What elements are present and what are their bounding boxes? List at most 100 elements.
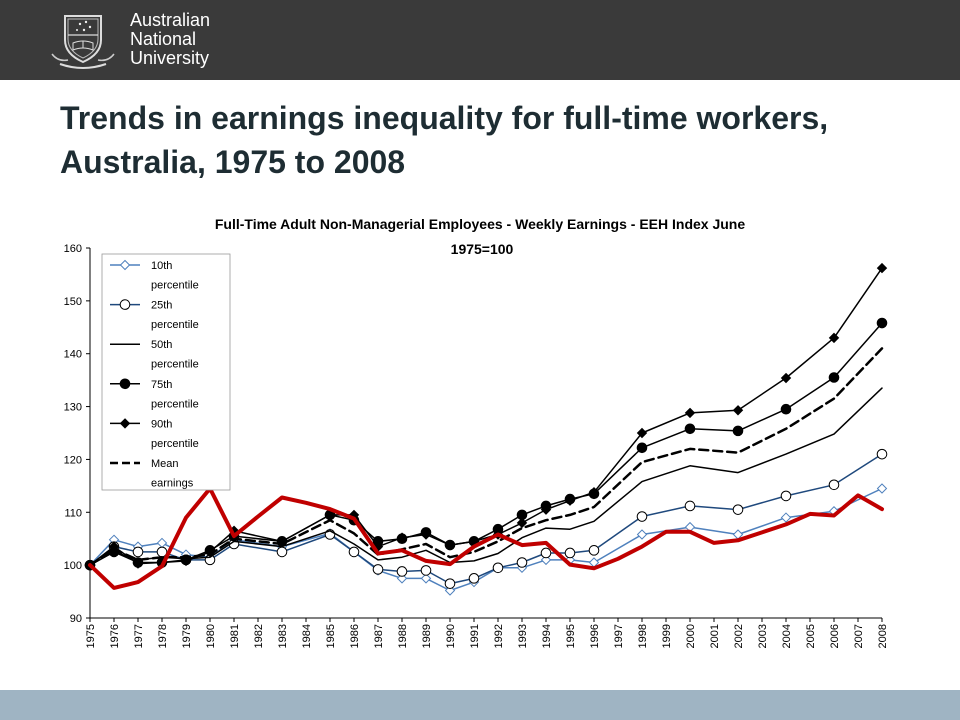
y-tick-label: 100	[64, 560, 82, 572]
data-point-diamond	[420, 573, 432, 584]
x-tick-label: 2008	[877, 624, 889, 648]
data-point-diamond	[444, 585, 456, 596]
data-point-circle	[564, 547, 576, 559]
data-point-diamond	[540, 554, 552, 566]
y-tick-label: 140	[64, 349, 82, 361]
data-point-diamond	[876, 262, 888, 274]
data-point-circle	[588, 545, 600, 556]
x-tick-label: 1984	[301, 624, 313, 648]
x-tick-label: 1988	[397, 624, 409, 648]
x-tick-label: 2002	[733, 624, 745, 648]
data-point-circle	[132, 546, 144, 558]
x-tick-label: 1982	[253, 624, 265, 648]
chart-axes: 90 100 110 120 130 140 150 160 1975 1976 1977 1978 1…	[64, 243, 889, 648]
legend-label: Mean	[151, 458, 179, 470]
y-tick-label: 120	[64, 454, 82, 466]
data-point-circle	[372, 564, 384, 575]
data-point-diamond	[156, 537, 168, 549]
x-tick-label: 1983	[277, 624, 289, 648]
legend-label: 50th	[151, 339, 172, 351]
data-point-diamond	[636, 427, 648, 439]
data-point-circle	[396, 566, 408, 577]
x-tick-label: 2006	[829, 624, 841, 648]
data-point-circle	[636, 442, 648, 454]
x-tick-label: 1976	[109, 624, 121, 648]
earnings-index-chart: Full-Time Adult Non-Managerial Employees…	[64, 216, 889, 648]
data-point-diamond	[876, 483, 888, 494]
data-point-diamond	[119, 259, 131, 271]
data-point-circle	[732, 504, 744, 515]
data-point-diamond	[108, 541, 120, 552]
data-point-diamond	[444, 539, 456, 551]
legend-label: percentile	[151, 319, 199, 331]
legend-label: 90th	[151, 418, 172, 430]
x-tick-label: 2007	[853, 624, 865, 648]
data-point-circle	[444, 578, 456, 589]
data-point-circle	[119, 299, 131, 310]
x-tick-label: 1999	[661, 624, 673, 648]
data-point-circle	[348, 546, 360, 558]
x-tick-label: 1992	[493, 624, 505, 648]
y-tick-label: 130	[64, 402, 82, 414]
data-point-diamond	[780, 372, 792, 384]
header-bar: Australian National University	[0, 0, 960, 80]
data-point-circle	[780, 490, 792, 502]
data-point-diamond	[119, 418, 131, 429]
data-point-circle	[684, 423, 696, 435]
data-point-diamond	[132, 558, 144, 569]
anu-crest-logo	[51, 15, 115, 69]
chart-series	[84, 262, 888, 596]
data-point-diamond	[732, 405, 744, 416]
data-point-circle	[876, 448, 888, 460]
x-tick-label: 1975	[85, 624, 97, 648]
x-tick-label: 2005	[805, 624, 817, 648]
x-tick-label: 2001	[709, 624, 721, 648]
data-point-diamond	[636, 529, 648, 540]
x-tick-label: 1991	[469, 624, 481, 648]
data-point-circle	[732, 425, 744, 437]
legend-label: 10th	[151, 260, 172, 272]
legend-label: 75th	[151, 379, 172, 391]
data-point-circle	[468, 573, 480, 584]
legend-label: percentile	[151, 359, 199, 371]
legend-label: percentile	[151, 280, 199, 292]
data-point-diamond	[204, 546, 216, 558]
data-point-diamond	[420, 529, 432, 540]
x-tick-label: 1980	[205, 624, 217, 648]
x-tick-label: 1990	[445, 624, 457, 648]
data-point-diamond	[564, 495, 576, 506]
data-point-diamond	[588, 486, 600, 498]
x-tick-label: 1995	[565, 624, 577, 648]
x-tick-label: 1989	[421, 624, 433, 648]
data-point-circle	[684, 500, 696, 512]
x-tick-label: 1985	[325, 624, 337, 648]
legend-label: 25th	[151, 300, 172, 312]
logo-line-1: Australian	[130, 10, 211, 30]
data-point-diamond	[828, 332, 840, 344]
data-point-diamond	[396, 532, 408, 543]
legend-label: percentile	[151, 398, 199, 410]
x-tick-label: 1993	[517, 624, 529, 648]
data-point-diamond	[780, 512, 792, 523]
y-tick-label: 150	[64, 296, 82, 308]
data-point-circle	[636, 511, 648, 522]
data-point-circle	[828, 479, 840, 491]
data-point-circle	[516, 557, 528, 568]
data-point-circle	[876, 317, 888, 329]
data-point-diamond	[540, 504, 552, 515]
slide-title: Trends in earnings inequality for full-t…	[60, 100, 829, 180]
y-tick-label: 110	[64, 507, 82, 519]
university-name: Australian National University	[130, 11, 210, 68]
series-line-5	[88, 347, 884, 567]
x-tick-label: 1986	[349, 624, 361, 648]
x-tick-label: 1994	[541, 624, 553, 648]
x-tick-label: 1977	[133, 624, 145, 648]
legend-box	[101, 253, 231, 491]
data-point-diamond	[396, 573, 408, 584]
legend-label: percentile	[151, 438, 199, 450]
footer-bar	[0, 690, 960, 720]
logo-line-3: University	[130, 48, 210, 68]
x-tick-label: 1996	[589, 624, 601, 648]
data-point-circle	[780, 403, 792, 415]
chart-title-line-1: Full-Time Adult Non-Managerial Employees…	[215, 216, 746, 232]
